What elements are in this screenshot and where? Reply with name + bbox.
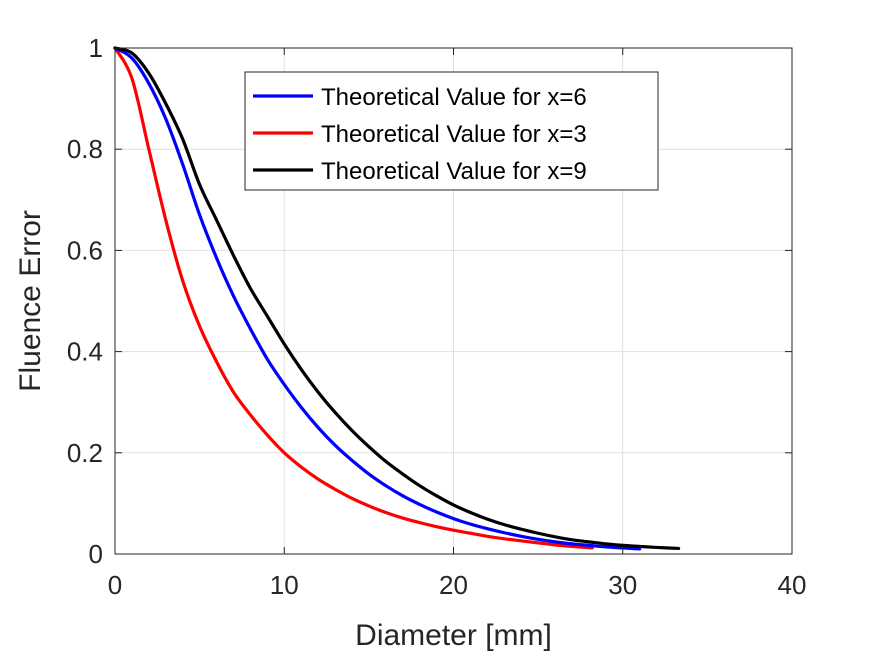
y-tick-label: 1 (89, 33, 103, 63)
y-axis-title: Fluence Error (14, 210, 47, 392)
x-tick-label: 10 (270, 570, 299, 600)
y-tick-label: 0.2 (67, 438, 103, 468)
y-tick-label: 0.6 (67, 235, 103, 265)
series-line-theoretical-value-for-x-6 (113, 46, 642, 551)
x-axis-title: Diameter [mm] (355, 619, 552, 652)
y-tick-label: 0.4 (67, 337, 103, 367)
legend-box (244, 71, 659, 191)
legend-label: Theoretical Value for x=3 (321, 121, 587, 148)
legend-label: Theoretical Value for x=6 (321, 84, 587, 111)
legend-label: Theoretical Value for x=9 (321, 158, 587, 185)
x-tick-label: 30 (608, 570, 637, 600)
axis-ticks: 0 10 20 30 40 0 0.2 0.4 0.6 0.8 1 (67, 33, 807, 600)
series-line-theoretical-value-for-x-3 (113, 46, 594, 550)
y-tick-label: 0.8 (67, 134, 103, 164)
x-tick-label: 0 (108, 570, 122, 600)
series-group (113, 46, 681, 551)
x-tick-label: 40 (778, 570, 807, 600)
x-tick-label: 20 (439, 570, 468, 600)
series-line-theoretical-value-for-x-9 (113, 46, 681, 551)
legend: Theoretical Value for x=6 Theoretical Val… (244, 71, 659, 191)
y-tick-label: 0 (89, 539, 103, 569)
